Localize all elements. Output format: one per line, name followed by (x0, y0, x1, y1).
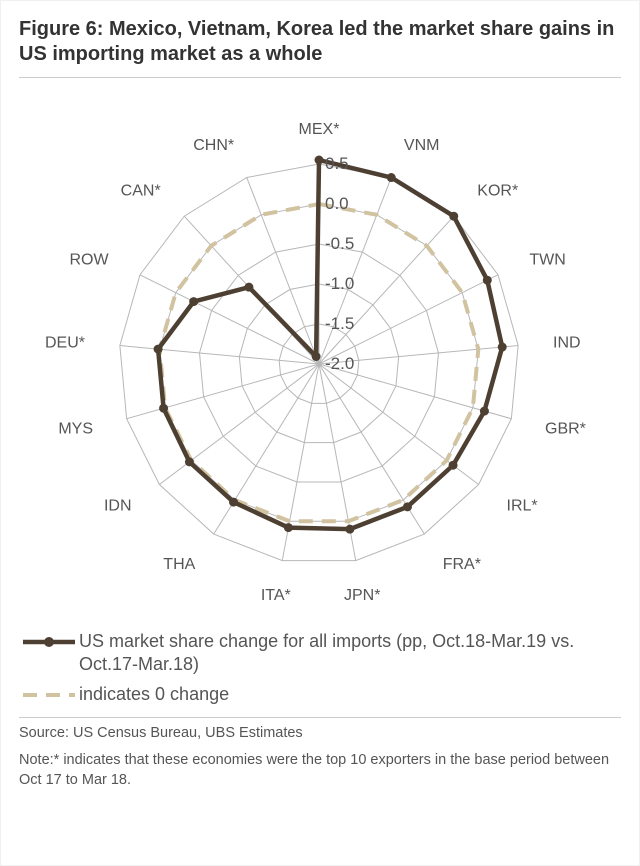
note-text: Note:* indicates that these economies we… (19, 751, 621, 790)
legend-marker-series (19, 630, 79, 654)
svg-text:IRL*: IRL* (507, 498, 538, 515)
svg-text:-0.5: -0.5 (325, 234, 354, 253)
svg-text:-1.0: -1.0 (325, 274, 354, 293)
bottom-rule (19, 717, 621, 718)
legend-row-zero: indicates 0 change (19, 683, 621, 707)
svg-text:MYS: MYS (58, 420, 93, 437)
radar-chart: 0.5 0.0 -0.5 -1.0 -1.5 -2.0 MEX* VNM KOR* TWN IND G… (19, 84, 621, 624)
svg-text:ROW: ROW (69, 251, 109, 268)
legend-zero-label: indicates 0 change (79, 683, 621, 706)
svg-text:THA: THA (163, 556, 195, 573)
svg-text:IDN: IDN (104, 498, 132, 515)
radar-svg: 0.5 0.0 -0.5 -1.0 -1.5 -2.0 MEX* VNM KOR* TWN IND G… (19, 84, 623, 624)
legend-series-label: US market share change for all imports (… (79, 630, 621, 677)
svg-text:CAN*: CAN* (121, 182, 161, 199)
legend-marker-zero (19, 683, 79, 707)
legend-row-series: US market share change for all imports (… (19, 630, 621, 677)
svg-text:CHN*: CHN* (193, 137, 234, 154)
svg-text:JPN*: JPN* (344, 587, 380, 604)
svg-text:TWN: TWN (529, 251, 565, 268)
svg-text:FRA*: FRA* (443, 556, 481, 573)
figure-title: Figure 6: Mexico, Vietnam, Korea led the… (19, 17, 621, 67)
svg-text:GBR*: GBR* (545, 420, 586, 437)
svg-text:0.5: 0.5 (325, 154, 349, 173)
svg-text:-1.5: -1.5 (325, 314, 354, 333)
svg-text:MEX*: MEX* (299, 121, 340, 138)
svg-text:ITA*: ITA* (261, 587, 291, 604)
svg-text:VNM: VNM (404, 137, 440, 154)
svg-text:0.0: 0.0 (325, 194, 349, 213)
svg-text:-2.0: -2.0 (325, 354, 354, 373)
svg-text:KOR*: KOR* (477, 182, 518, 199)
source-text: Source: US Census Bureau, UBS Estimates (19, 724, 621, 744)
svg-text:DEU*: DEU* (45, 334, 85, 351)
top-rule (19, 77, 621, 78)
svg-text:IND: IND (553, 334, 581, 351)
legend: US market share change for all imports (… (19, 630, 621, 707)
figure-container: Figure 6: Mexico, Vietnam, Korea led the… (0, 0, 640, 866)
